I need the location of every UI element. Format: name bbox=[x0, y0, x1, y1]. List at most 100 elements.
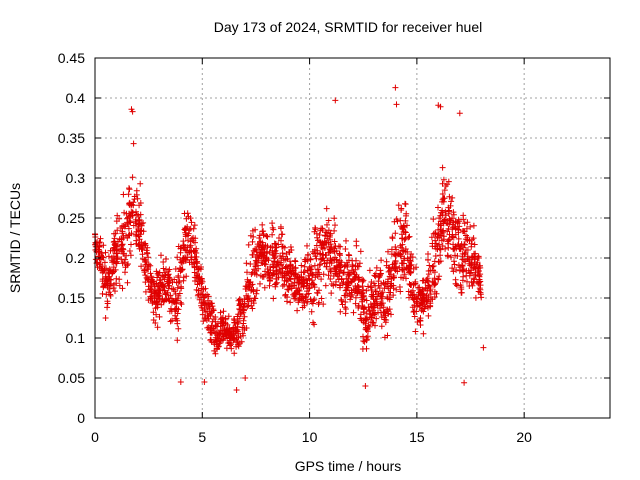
data-point bbox=[189, 261, 196, 268]
data-point bbox=[105, 289, 112, 296]
data-point bbox=[142, 288, 149, 295]
data-point bbox=[124, 279, 131, 286]
data-point bbox=[327, 230, 334, 237]
x-tick-label: 20 bbox=[516, 429, 532, 445]
data-point bbox=[307, 256, 314, 263]
data-point bbox=[378, 302, 385, 308]
data-point bbox=[187, 238, 194, 245]
data-point bbox=[311, 284, 318, 291]
data-point bbox=[105, 253, 112, 260]
data-point bbox=[127, 252, 134, 259]
data-point bbox=[113, 280, 120, 287]
data-point bbox=[401, 271, 408, 278]
data-point bbox=[395, 202, 402, 209]
data-point bbox=[136, 216, 143, 223]
data-point bbox=[394, 268, 401, 275]
data-point bbox=[324, 221, 330, 228]
data-point bbox=[234, 323, 241, 330]
data-point bbox=[245, 241, 252, 248]
data-point bbox=[343, 237, 349, 244]
data-point bbox=[277, 223, 284, 230]
data-point bbox=[167, 318, 174, 325]
data-point bbox=[337, 243, 344, 250]
data-point bbox=[350, 309, 357, 316]
data-point bbox=[112, 230, 119, 237]
data-point bbox=[172, 308, 179, 314]
data-point bbox=[388, 251, 395, 258]
data-point bbox=[363, 326, 370, 333]
data-point bbox=[253, 267, 260, 274]
data-point bbox=[271, 255, 278, 262]
data-point bbox=[464, 247, 471, 253]
data-point bbox=[163, 256, 169, 262]
data-point bbox=[409, 254, 416, 261]
data-point bbox=[379, 289, 386, 296]
data-point bbox=[445, 244, 452, 251]
data-point bbox=[392, 258, 399, 265]
data-point bbox=[460, 212, 467, 219]
data-point bbox=[163, 291, 170, 298]
data-point bbox=[344, 261, 351, 268]
data-point bbox=[397, 251, 404, 258]
data-point bbox=[427, 302, 434, 309]
data-point bbox=[287, 299, 294, 306]
data-point bbox=[432, 230, 439, 236]
data-point bbox=[427, 291, 434, 298]
data-point bbox=[99, 263, 106, 270]
data-point bbox=[164, 289, 171, 296]
data-point bbox=[242, 375, 249, 381]
y-tick-label: 0.3 bbox=[66, 170, 86, 186]
data-point bbox=[101, 259, 108, 266]
data-point bbox=[125, 225, 132, 232]
data-point bbox=[208, 322, 215, 329]
data-point bbox=[270, 295, 277, 302]
data-point bbox=[337, 308, 344, 315]
data-point bbox=[401, 222, 407, 229]
data-point bbox=[420, 294, 427, 301]
data-point bbox=[253, 259, 260, 266]
data-point bbox=[468, 279, 475, 286]
data-point bbox=[402, 201, 409, 208]
data-point bbox=[105, 276, 112, 283]
data-point bbox=[468, 240, 475, 247]
data-point bbox=[342, 246, 349, 252]
data-point bbox=[437, 252, 444, 259]
data-point bbox=[437, 222, 444, 229]
data-point bbox=[263, 233, 270, 239]
data-point bbox=[176, 278, 183, 285]
data-point bbox=[262, 268, 268, 275]
data-point bbox=[283, 263, 290, 270]
data-point bbox=[196, 296, 203, 303]
data-point bbox=[273, 267, 280, 274]
data-point bbox=[412, 328, 419, 335]
data-point bbox=[110, 285, 117, 291]
y-tick-label: 0.35 bbox=[58, 130, 85, 146]
data-point bbox=[301, 302, 308, 309]
data-point bbox=[244, 269, 250, 276]
data-point bbox=[237, 301, 244, 308]
data-point bbox=[192, 253, 199, 260]
data-point bbox=[336, 250, 343, 257]
data-point bbox=[469, 282, 476, 289]
data-point bbox=[176, 290, 183, 297]
data-point bbox=[430, 230, 437, 237]
data-point bbox=[331, 227, 338, 234]
data-point bbox=[403, 275, 409, 282]
data-point bbox=[249, 305, 256, 312]
data-point bbox=[360, 277, 367, 284]
data-point bbox=[147, 262, 154, 269]
data-point bbox=[126, 218, 133, 224]
data-point bbox=[138, 263, 145, 270]
data-point bbox=[99, 254, 106, 261]
data-point bbox=[358, 290, 365, 297]
data-point bbox=[124, 262, 130, 269]
data-point bbox=[294, 307, 301, 314]
data-point bbox=[224, 321, 231, 328]
data-point bbox=[327, 276, 334, 282]
data-point bbox=[402, 249, 409, 255]
data-point bbox=[390, 285, 397, 292]
data-point bbox=[169, 317, 175, 324]
data-point bbox=[436, 234, 443, 241]
